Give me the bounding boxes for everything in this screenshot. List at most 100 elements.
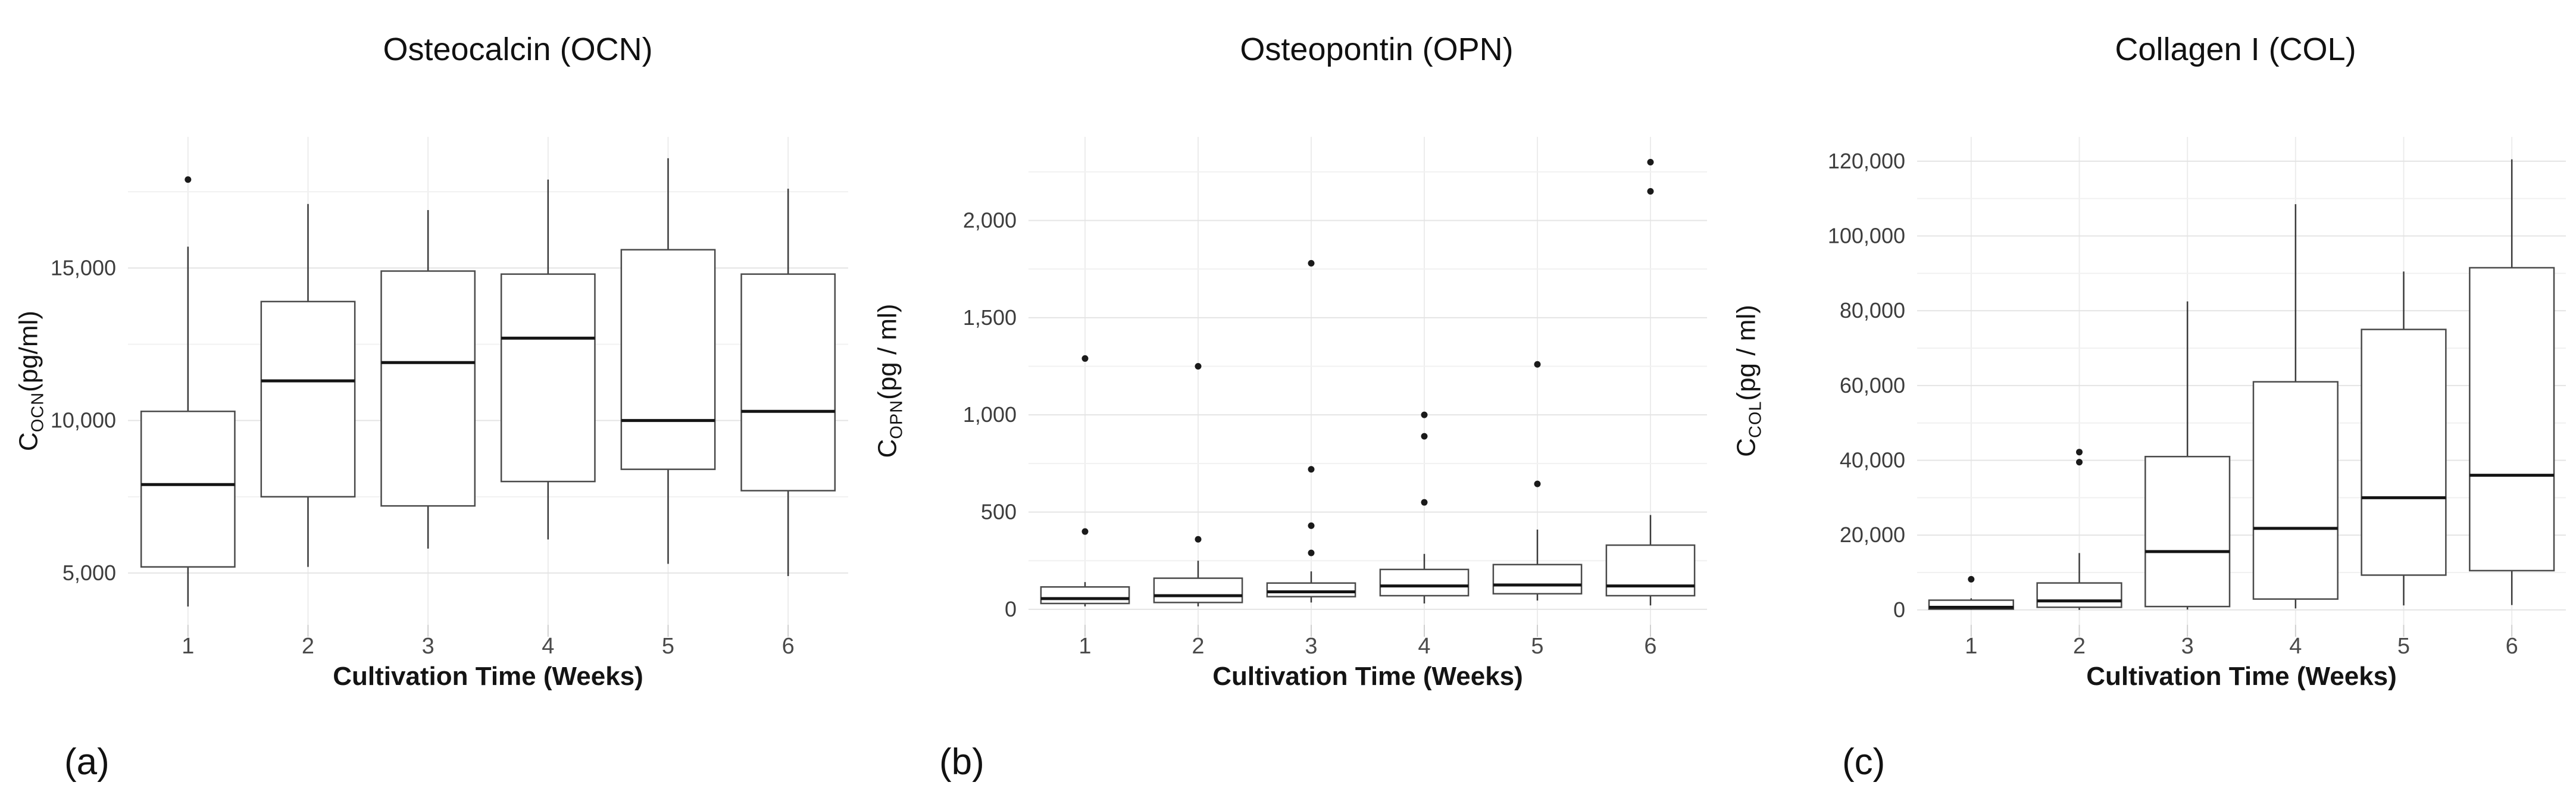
box-week-5 bbox=[620, 158, 716, 564]
panel-title-col: Collagen I (COL) bbox=[2115, 32, 2356, 67]
iqr-box bbox=[1605, 544, 1696, 597]
y-axis-tick-label: 1,500 bbox=[963, 305, 1017, 330]
box-week-3 bbox=[1266, 259, 1356, 603]
x-axis-title-ocn: Cultivation Time (Weeks) bbox=[333, 662, 643, 691]
outlier-point bbox=[1308, 259, 1315, 267]
box-week-2 bbox=[260, 204, 356, 567]
iqr-box bbox=[1379, 568, 1470, 597]
y-axis-tick-label: 5,000 bbox=[62, 561, 116, 585]
outlier-point bbox=[1308, 466, 1315, 473]
iqr-box bbox=[260, 301, 356, 498]
iqr-box bbox=[2036, 582, 2122, 608]
box-week-5 bbox=[2361, 271, 2447, 606]
outlier-point bbox=[1195, 536, 1202, 543]
box-week-3 bbox=[380, 210, 476, 549]
box-week-6 bbox=[740, 189, 836, 576]
box-week-1 bbox=[1928, 575, 2014, 610]
outlier-point bbox=[1195, 362, 1202, 370]
panel-title-ocn: Osteocalcin (OCN) bbox=[383, 32, 653, 67]
x-axis-tick-label: 4 bbox=[2289, 634, 2302, 659]
box-week-3 bbox=[2144, 301, 2231, 610]
box-week-4 bbox=[1379, 411, 1470, 604]
y-axis-tick-label: 15,000 bbox=[51, 255, 116, 280]
box-week-4 bbox=[500, 179, 596, 540]
outlier-point bbox=[1308, 522, 1315, 529]
y-axis-tick-label: 40,000 bbox=[1840, 448, 1905, 473]
x-axis-tick-label: 5 bbox=[2397, 634, 2410, 659]
outlier-point bbox=[2076, 449, 2083, 456]
outlier-point bbox=[1081, 528, 1089, 535]
y-axis-tick-label: 100,000 bbox=[1828, 224, 1905, 248]
outlier-point bbox=[1308, 549, 1315, 556]
y-axis-tick-label: 60,000 bbox=[1840, 373, 1905, 398]
boxplot-canvas-col: 0 20,000 40,000 60,000 80,000 100,000 120,000 1… bbox=[1828, 137, 2566, 659]
outlier-point bbox=[2076, 459, 2083, 466]
outlier-point bbox=[1081, 355, 1089, 362]
box-week-5 bbox=[1492, 361, 1583, 601]
box-week-2 bbox=[2036, 449, 2122, 610]
x-axis-tick-label: 3 bbox=[422, 634, 434, 659]
panel-title-opn: Osteopontin (OPN) bbox=[1240, 32, 1514, 67]
outlier-point bbox=[1647, 187, 1654, 195]
outlier-point bbox=[1421, 499, 1428, 506]
x-axis-title-col: Cultivation Time (Weeks) bbox=[2086, 662, 2397, 691]
box-week-2 bbox=[1153, 362, 1243, 606]
x-axis-tick-label: 4 bbox=[1418, 634, 1430, 659]
x-axis-tick-label: 6 bbox=[1644, 634, 1656, 659]
iqr-box bbox=[740, 273, 836, 492]
iqr-box bbox=[1266, 582, 1356, 597]
y-axis-tick-label: 0 bbox=[1893, 597, 1905, 622]
outlier-point bbox=[185, 176, 192, 183]
y-axis-tick-label: 80,000 bbox=[1840, 298, 1905, 323]
iqr-box bbox=[380, 270, 476, 507]
x-axis-tick-label: 3 bbox=[1305, 634, 1317, 659]
outlier-point bbox=[1534, 480, 1541, 487]
panel-collagen: Collagen I (COL) CCOL(pg / ml) 0 20,000 40… bbox=[1718, 0, 2576, 801]
y-axis-tick-label: 2,000 bbox=[963, 208, 1017, 232]
outlier-point bbox=[1647, 158, 1654, 165]
outlier-point bbox=[1421, 433, 1428, 440]
box-week-4 bbox=[2252, 204, 2339, 609]
iqr-box bbox=[500, 273, 596, 483]
x-axis-tick-label: 6 bbox=[2506, 634, 2518, 659]
panel-osteocalcin: Osteocalcin (OCN) COCN(pg/ml) 5,000 10,00… bbox=[0, 0, 858, 801]
iqr-box bbox=[2469, 267, 2555, 572]
panel-letter-b: (b) bbox=[939, 741, 984, 783]
x-axis-tick-label: 5 bbox=[1531, 634, 1543, 659]
x-axis-tick-label: 1 bbox=[1965, 634, 1977, 659]
y-axis-tick-label: 0 bbox=[1005, 597, 1017, 621]
x-axis-tick-label: 5 bbox=[662, 634, 674, 659]
panel-letter-a: (a) bbox=[64, 741, 110, 783]
y-axis-tick-label: 500 bbox=[981, 500, 1017, 524]
x-axis-tick-label: 4 bbox=[542, 634, 554, 659]
box-week-1 bbox=[1040, 355, 1130, 606]
box-week-6 bbox=[1605, 158, 1696, 606]
outlier-point bbox=[1968, 575, 1975, 583]
iqr-box bbox=[1153, 577, 1243, 603]
x-axis-title-opn: Cultivation Time (Weeks) bbox=[1212, 662, 1523, 691]
x-axis-tick-label: 3 bbox=[2181, 634, 2194, 659]
iqr-box bbox=[2252, 381, 2339, 600]
iqr-box bbox=[2361, 328, 2447, 576]
y-axis-tick-label: 120,000 bbox=[1828, 149, 1905, 173]
outlier-point bbox=[1421, 411, 1428, 418]
box-week-6 bbox=[2469, 159, 2555, 605]
panel-letter-c: (c) bbox=[1842, 741, 1886, 783]
x-axis-tick-label: 6 bbox=[782, 634, 795, 659]
panel-osteopontin: Osteopontin (OPN) COPN(pg / ml) 0 500 1,00… bbox=[859, 0, 1717, 801]
iqr-box bbox=[1492, 564, 1583, 595]
x-axis-tick-label: 2 bbox=[1192, 634, 1204, 659]
iqr-box bbox=[620, 249, 716, 470]
x-axis-tick-label: 1 bbox=[182, 634, 194, 659]
boxplot-canvas-opn: 0 500 1,000 1,500 2,000 1 2 3 4 5 6 bbox=[963, 137, 1707, 659]
y-axis-tick-label: 1,000 bbox=[963, 402, 1017, 427]
iqr-box bbox=[2144, 455, 2231, 608]
iqr-box bbox=[140, 411, 236, 568]
box-week-1 bbox=[140, 176, 236, 607]
outlier-point bbox=[1534, 361, 1541, 368]
y-axis-tick-label: 10,000 bbox=[51, 408, 116, 433]
x-axis-tick-label: 2 bbox=[302, 634, 314, 659]
x-axis-tick-label: 2 bbox=[2073, 634, 2086, 659]
iqr-box bbox=[1040, 586, 1130, 605]
